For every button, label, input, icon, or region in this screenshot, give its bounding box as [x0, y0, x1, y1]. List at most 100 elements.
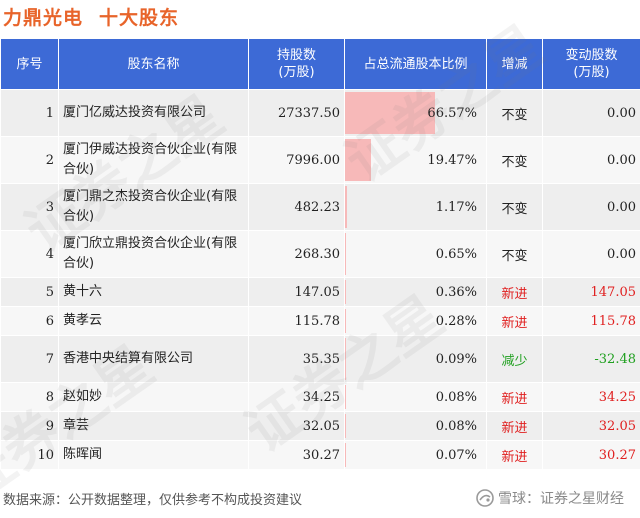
ratio-text: 0.07% [436, 448, 482, 463]
shares-held: 482.23 [249, 184, 345, 231]
change-status: 新进 [487, 412, 543, 441]
float-ratio: 0.09% [345, 336, 487, 383]
page-footer: 数据来源：公开数据整理，仅供参考不构成投资建议 雪球：证券之星财经 [0, 487, 640, 509]
row-index: 4 [1, 231, 59, 278]
ratio-text: 66.57% [427, 106, 482, 121]
brand-text: 雪球：证券之星财经 [498, 488, 624, 508]
shares-held: 268.30 [249, 231, 345, 278]
float-ratio: 0.08% [345, 383, 487, 412]
change-status: 不变 [487, 231, 543, 278]
table-header-row: 序号 股东名称 持股数 (万股) 占总流通股本比例 增减 变动股数 (万股) [1, 39, 640, 90]
shareholders-table: 序号 股东名称 持股数 (万股) 占总流通股本比例 增减 变动股数 (万股) 1… [0, 38, 640, 470]
ratio-text: 19.47% [427, 153, 482, 168]
share-delta: 34.25 [543, 383, 640, 412]
holder-name: 厦门欣立鼎投资合伙企业(有限合伙) [59, 231, 249, 278]
float-ratio: 0.28% [345, 307, 487, 336]
ratio-bar [345, 233, 346, 275]
share-delta: 0.00 [543, 137, 640, 184]
header-shares-text: 持股数 (万股) [277, 48, 316, 80]
float-ratio: 66.57% [345, 90, 487, 137]
float-ratio: 0.08% [345, 412, 487, 441]
shares-held: 34.25 [249, 383, 345, 412]
row-index: 8 [1, 383, 59, 412]
shares-held: 32.05 [249, 412, 345, 441]
row-index: 2 [1, 137, 59, 184]
header-index: 序号 [1, 39, 59, 90]
row-index: 10 [1, 441, 59, 470]
change-status: 新进 [487, 441, 543, 470]
title-subtitle: 十大股东 [99, 7, 179, 29]
shares-held: 27337.50 [249, 90, 345, 137]
header-name: 股东名称 [59, 39, 249, 90]
share-delta: 32.05 [543, 412, 640, 441]
ratio-text: 0.36% [436, 285, 482, 300]
ratio-text: 1.17% [436, 200, 482, 215]
float-ratio: 0.65% [345, 231, 487, 278]
row-index: 1 [1, 90, 59, 137]
ratio-bar [345, 139, 371, 181]
change-status: 减少 [487, 336, 543, 383]
change-status: 新进 [487, 383, 543, 412]
row-index: 5 [1, 278, 59, 307]
change-status: 不变 [487, 184, 543, 231]
page-title: 力鼎光电十大股东 [3, 3, 179, 30]
share-delta: 0.00 [543, 231, 640, 278]
change-status: 新进 [487, 278, 543, 307]
ratio-text: 0.28% [436, 314, 482, 329]
holder-name: 黄孝云 [59, 307, 249, 336]
ratio-bar [345, 186, 347, 228]
share-delta: 0.00 [543, 184, 640, 231]
ratio-text: 0.08% [436, 390, 482, 405]
header-change: 增减 [487, 39, 543, 90]
row-index: 9 [1, 412, 59, 441]
row-index: 3 [1, 184, 59, 231]
data-source-note: 数据来源：公开数据整理，仅供参考不构成投资建议 [3, 489, 302, 508]
header-ratio: 占总流通股本比例 [345, 39, 487, 90]
ratio-text: 0.65% [436, 247, 482, 262]
holder-name: 厦门伊威达投资合伙企业(有限合伙) [59, 137, 249, 184]
holder-name: 厦门鼎之杰投资合伙企业(有限合伙) [59, 184, 249, 231]
holder-name: 陈晖闻 [59, 441, 249, 470]
holder-name: 赵如妙 [59, 383, 249, 412]
share-delta: 30.27 [543, 441, 640, 470]
share-delta: 147.05 [543, 278, 640, 307]
holder-name: 黄十六 [59, 278, 249, 307]
header-shares: 持股数 (万股) [249, 39, 345, 90]
row-index: 6 [1, 307, 59, 336]
header-delta: 变动股数 (万股) [543, 39, 640, 90]
float-ratio: 19.47% [345, 137, 487, 184]
brand-logo: 雪球：证券之星财经 [476, 488, 624, 508]
shares-held: 115.78 [249, 307, 345, 336]
ratio-text: 0.08% [436, 419, 482, 434]
row-index: 7 [1, 336, 59, 383]
header-delta-text: 变动股数 (万股) [565, 48, 617, 80]
float-ratio: 1.17% [345, 184, 487, 231]
float-ratio: 0.07% [345, 441, 487, 470]
change-status: 不变 [487, 137, 543, 184]
share-delta: 115.78 [543, 307, 640, 336]
holder-name: 章芸 [59, 412, 249, 441]
shares-held: 7996.00 [249, 137, 345, 184]
share-delta: 0.00 [543, 90, 640, 137]
ratio-text: 0.09% [436, 352, 482, 367]
float-ratio: 0.36% [345, 278, 487, 307]
change-status: 不变 [487, 90, 543, 137]
share-delta: -32.48 [543, 336, 640, 383]
snowball-icon [476, 489, 494, 507]
page-header: 力鼎光电十大股东 [0, 0, 640, 32]
shares-held: 147.05 [249, 278, 345, 307]
ratio-bar [345, 92, 435, 134]
shares-held: 35.35 [249, 336, 345, 383]
holder-name: 厦门亿威达投资有限公司 [59, 90, 249, 137]
shares-held: 30.27 [249, 441, 345, 470]
